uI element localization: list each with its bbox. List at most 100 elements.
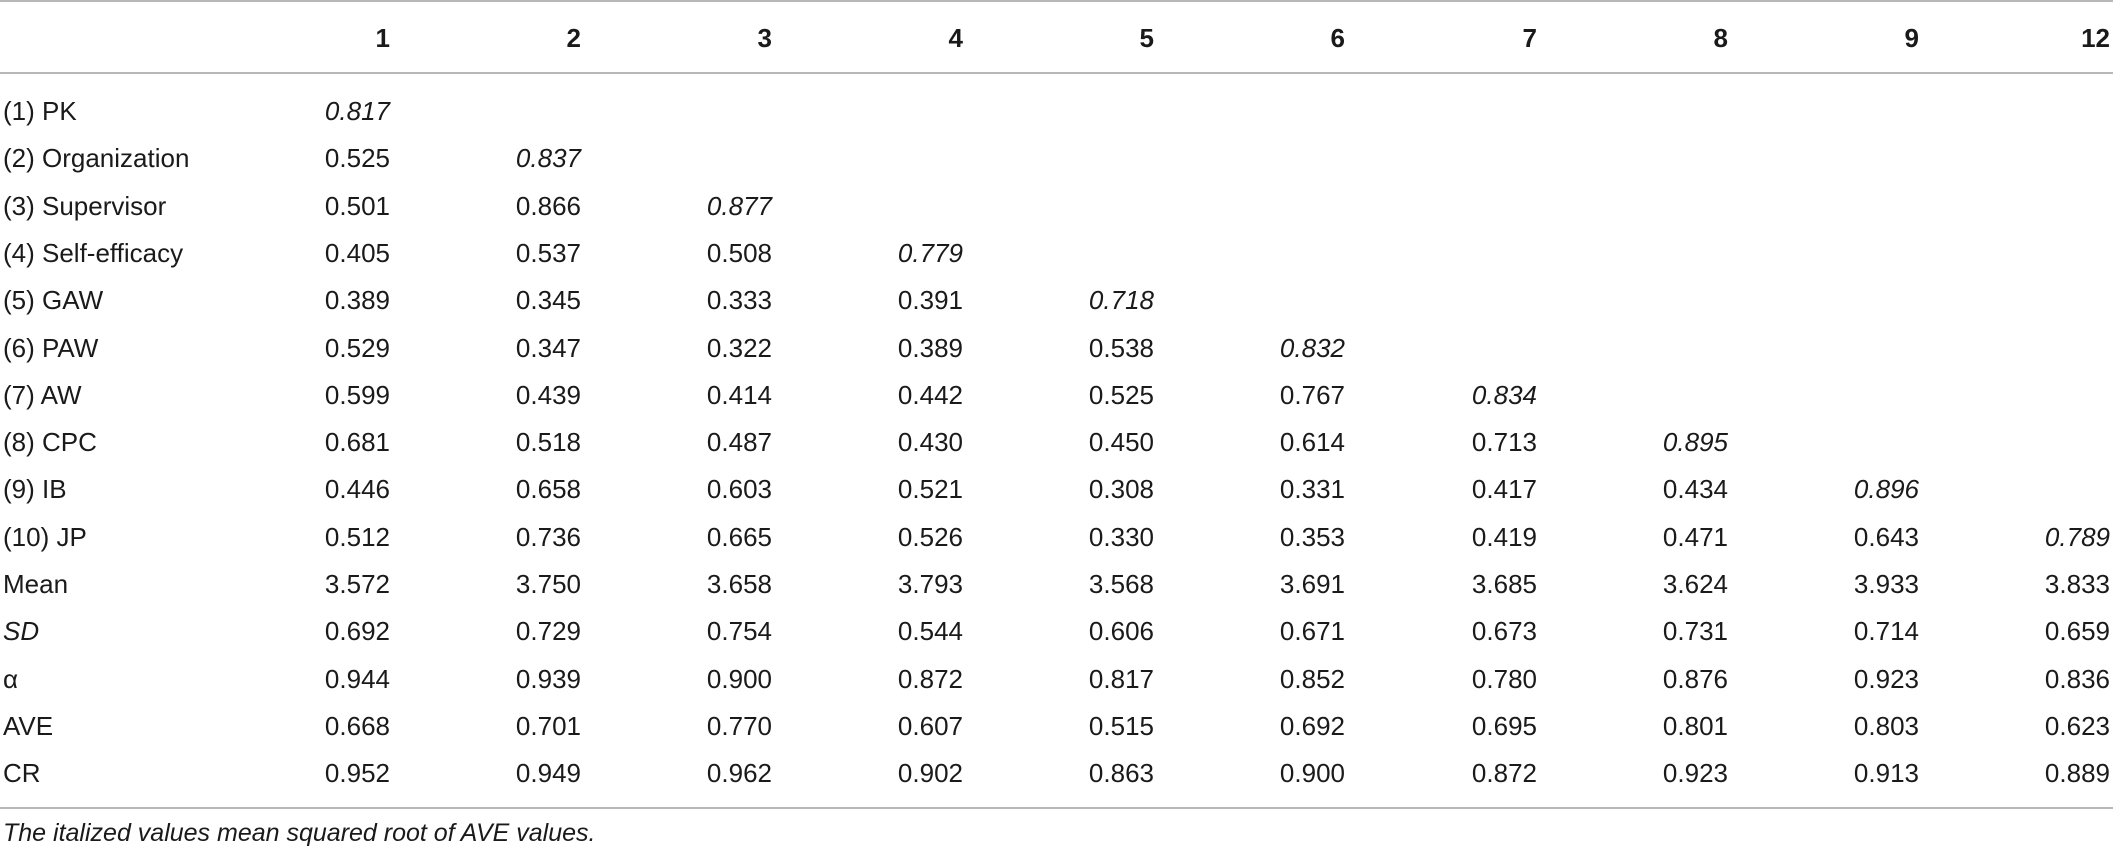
table-row: SD 0.692 0.729 0.754 0.544 0.606 0.671 0.673 0.7… (0, 608, 2113, 655)
column-header: 12 (2081, 23, 2110, 53)
table-footnote: The italized values mean squared root of… (3, 819, 596, 847)
table-cell: 3.658 (706, 569, 772, 599)
table-cell: 0.896 (1853, 474, 1919, 505)
row-label: α (3, 663, 19, 694)
table-cell: 0.439 (515, 379, 581, 410)
table-cell: 0.923 (1662, 758, 1728, 789)
table-cell: 0.939 (515, 663, 581, 694)
table-cell: 0.837 (515, 143, 581, 174)
table-cell: 0.331 (1279, 474, 1345, 505)
table-cell: 0.877 (706, 190, 772, 221)
table-cell: 0.729 (515, 616, 581, 647)
table-row: Mean 3.572 3.750 3.658 3.793 3.568 3.691 3.685 3… (0, 561, 2113, 608)
table-cell: 3.793 (897, 569, 963, 599)
table-cell: 0.521 (897, 474, 963, 505)
table-cell: 0.944 (324, 663, 390, 694)
table-cell: 0.681 (324, 427, 390, 458)
table-cell: 0.623 (2044, 710, 2110, 741)
table-cell: 0.450 (1088, 427, 1154, 458)
table-row: AVE 0.668 0.701 0.770 0.607 0.515 0.692 0.695 0.… (0, 703, 2113, 750)
table-cell: 0.900 (1279, 758, 1345, 789)
table-cell: 0.754 (706, 616, 772, 647)
table-cell: 0.801 (1662, 710, 1728, 741)
table-cell: 0.692 (1279, 710, 1345, 741)
table-cell: 0.322 (706, 332, 772, 363)
table-cell: 0.389 (324, 285, 390, 316)
table-cell: 0.780 (1471, 663, 1537, 694)
table-row: (6) PAW 0.529 0.347 0.322 0.389 0.538 0.832 (0, 325, 2113, 372)
table-row: (9) IB 0.446 0.658 0.603 0.521 0.308 0.331 0.41… (0, 466, 2113, 513)
column-header: 9 (1904, 23, 1919, 53)
table-cell: 0.876 (1662, 663, 1728, 694)
table-row: (2) Organization 0.525 0.837 (0, 135, 2113, 182)
table-cell: 0.952 (324, 758, 390, 789)
table-cell: 0.770 (706, 710, 772, 741)
row-label: (2) Organization (3, 143, 190, 174)
column-header: 2 (566, 23, 581, 53)
table-cell: 0.895 (1662, 427, 1728, 458)
table-cell: 3.685 (1471, 569, 1537, 599)
column-header: 8 (1713, 23, 1728, 53)
table-row: (5) GAW 0.389 0.345 0.333 0.391 0.718 (0, 277, 2113, 324)
table-cell: 0.446 (324, 474, 390, 505)
table-cell: 0.962 (706, 758, 772, 789)
table-cell: 0.659 (2044, 616, 2110, 647)
table-row: (1) PK 0.817 (0, 88, 2113, 135)
table-cell: 0.866 (515, 190, 581, 221)
table-cell: 0.333 (706, 285, 772, 316)
table-cell: 0.718 (1088, 285, 1154, 316)
table-row: (7) AW 0.599 0.439 0.414 0.442 0.525 0.767 0.83… (0, 372, 2113, 419)
table-cell: 0.834 (1471, 379, 1537, 410)
row-label: (5) GAW (3, 285, 104, 316)
column-header: 6 (1330, 23, 1345, 53)
table-row: (4) Self-efficacy 0.405 0.537 0.508 0.779 (0, 230, 2113, 277)
table-cell: 0.391 (897, 285, 963, 316)
table-header-rule (0, 72, 2113, 74)
table-cell: 0.913 (1853, 758, 1919, 789)
table-cell: 0.308 (1088, 474, 1154, 505)
column-header: 1 (375, 23, 390, 53)
table-cell: 0.330 (1088, 521, 1154, 552)
table-bottom-rule (0, 807, 2113, 809)
table-cell: 0.525 (1088, 379, 1154, 410)
table-cell: 0.923 (1853, 663, 1919, 694)
table-cell: 0.836 (2044, 663, 2110, 694)
table-cell: 0.872 (897, 663, 963, 694)
column-header: 7 (1522, 23, 1537, 53)
table-cell: 0.430 (897, 427, 963, 458)
table-cell: 3.833 (2044, 569, 2110, 599)
table-cell: 0.471 (1662, 521, 1728, 552)
table-cell: 0.673 (1471, 616, 1537, 647)
table-cell: 0.405 (324, 237, 390, 268)
row-label: CR (3, 758, 41, 789)
table-cell: 0.803 (1853, 710, 1919, 741)
table-cell: 0.501 (324, 190, 390, 221)
table-row: (10) JP 0.512 0.736 0.665 0.526 0.330 0.353 0.4… (0, 514, 2113, 561)
table-cell: 3.933 (1853, 569, 1919, 599)
table-cell: 0.900 (706, 663, 772, 694)
table-row: α 0.944 0.939 0.900 0.872 0.817 0.852 0.780 0.87… (0, 656, 2113, 703)
table-cell: 0.347 (515, 332, 581, 363)
table-cell: 3.691 (1279, 569, 1345, 599)
table-cell: 0.389 (897, 332, 963, 363)
table-cell: 0.419 (1471, 521, 1537, 552)
table-cell: 0.603 (706, 474, 772, 505)
table-cell: 0.515 (1088, 710, 1154, 741)
table-top-rule (0, 0, 2113, 2)
table-cell: 3.568 (1088, 569, 1154, 599)
table-cell: 0.731 (1662, 616, 1728, 647)
table-row: (8) CPC 0.681 0.518 0.487 0.430 0.450 0.614 0.7… (0, 419, 2113, 466)
table-cell: 0.767 (1279, 379, 1345, 410)
table-cell: 0.789 (2044, 521, 2110, 552)
row-label: (8) CPC (3, 427, 97, 458)
column-header: 5 (1139, 23, 1154, 53)
table-cell: 0.537 (515, 237, 581, 268)
table-cell: 0.863 (1088, 758, 1154, 789)
table-cell: 0.695 (1471, 710, 1537, 741)
table-cell: 3.750 (515, 569, 581, 599)
table-row: (3) Supervisor 0.501 0.866 0.877 (0, 183, 2113, 230)
table-cell: 0.529 (324, 332, 390, 363)
table-cell: 0.701 (515, 710, 581, 741)
table-cell: 0.852 (1279, 663, 1345, 694)
row-label: (1) PK (3, 96, 77, 126)
